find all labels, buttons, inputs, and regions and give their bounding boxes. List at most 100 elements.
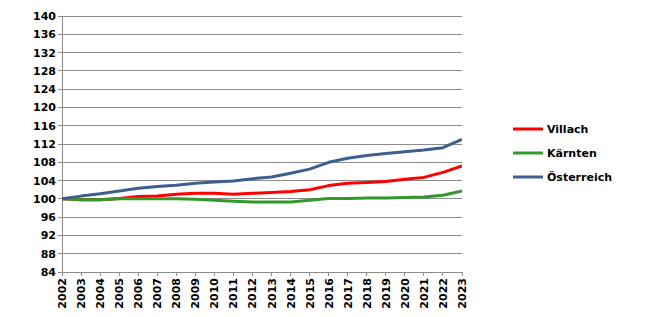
x-tick-label: 2013	[266, 278, 279, 309]
x-tick-label: 2006	[132, 278, 145, 309]
grid-line	[62, 253, 462, 254]
y-tick-label: 92	[41, 229, 56, 242]
y-tick	[58, 125, 62, 126]
series-line	[62, 139, 462, 198]
y-tick	[58, 272, 62, 273]
x-tick	[157, 272, 158, 276]
x-tick	[442, 272, 443, 276]
y-tick-label: 128	[33, 65, 56, 78]
x-tick	[328, 272, 329, 276]
y-tick-label: 88	[41, 248, 56, 261]
legend-swatch	[513, 128, 543, 131]
x-tick-label: 2002	[56, 278, 69, 309]
y-tick-label: 116	[33, 120, 56, 133]
legend-label: Villach	[547, 123, 588, 136]
y-tick	[58, 89, 62, 90]
grid-line	[62, 272, 462, 273]
chart: 8488929610010410811211612012412813213614…	[0, 0, 667, 317]
y-tick-label: 132	[33, 47, 56, 60]
x-tick	[347, 272, 348, 276]
grid-line	[62, 217, 462, 218]
y-tick-label: 104	[33, 175, 56, 188]
x-tick	[462, 272, 463, 276]
legend-label: Österreich	[547, 170, 612, 184]
x-tick	[309, 272, 310, 276]
x-tick-label: 2004	[94, 278, 107, 309]
grid-line	[62, 107, 462, 108]
grid-line	[62, 16, 462, 17]
grid-line	[62, 52, 462, 53]
y-tick	[58, 162, 62, 163]
y-tick	[58, 52, 62, 53]
x-tick-label: 2005	[113, 278, 126, 309]
x-tick	[290, 272, 291, 276]
y-tick	[58, 34, 62, 35]
x-tick	[271, 272, 272, 276]
x-tick-label: 2023	[456, 278, 469, 309]
y-tick	[58, 70, 62, 71]
x-tick	[366, 272, 367, 276]
x-tick-label: 2019	[380, 278, 393, 309]
y-tick-label: 120	[33, 101, 56, 114]
y-tick-label: 136	[33, 28, 56, 41]
grid-line	[62, 70, 462, 71]
x-tick	[195, 272, 196, 276]
grid-line	[62, 144, 462, 145]
y-tick	[58, 235, 62, 236]
x-tick	[385, 272, 386, 276]
y-grid: 8488929610010410811211612012412813213614…	[33, 10, 462, 279]
x-tick-label: 2014	[285, 278, 298, 309]
y-tick-label: 112	[33, 138, 56, 151]
x-tick-label: 2022	[437, 278, 450, 309]
y-tick	[58, 107, 62, 108]
x-tick	[214, 272, 215, 276]
x-tick	[119, 272, 120, 276]
x-tick	[423, 272, 424, 276]
x-tick-label: 2021	[418, 278, 431, 309]
x-tick-label: 2012	[246, 278, 259, 309]
legend: Villach Kärnten Österreich	[513, 123, 612, 184]
x-tick	[62, 272, 63, 276]
legend-swatch	[513, 152, 543, 155]
y-tick	[58, 180, 62, 181]
grid-line	[62, 34, 462, 35]
x-tick-label: 2008	[170, 278, 183, 309]
y-tick-label: 100	[33, 193, 56, 206]
y-tick	[58, 198, 62, 199]
y-tick-label: 84	[41, 266, 57, 279]
y-tick	[58, 217, 62, 218]
x-tick-label: 2007	[151, 278, 164, 309]
grid-line	[62, 89, 462, 90]
x-tick	[176, 272, 177, 276]
series-lines	[62, 139, 462, 202]
y-tick-label: 140	[33, 10, 56, 23]
x-tick-label: 2009	[189, 278, 202, 309]
x-tick-label: 2016	[323, 278, 336, 309]
x-ticks: 2002 2003 2004 2005 2006 2007 2008 2009 2010 2011…	[56, 272, 469, 309]
x-tick-label: 2011	[227, 278, 240, 309]
grid-line	[62, 125, 462, 126]
x-tick	[233, 272, 234, 276]
x-tick	[252, 272, 253, 276]
grid-line	[62, 235, 462, 236]
y-axis	[62, 16, 63, 272]
legend-label: Kärnten	[547, 147, 597, 160]
y-tick	[58, 144, 62, 145]
x-tick-label: 2015	[304, 278, 317, 309]
x-tick-label: 2020	[399, 278, 412, 309]
x-tick-label: 2017	[342, 278, 355, 309]
x-tick	[404, 272, 405, 276]
y-tick	[58, 253, 62, 254]
x-axis	[62, 272, 462, 273]
y-tick	[58, 16, 62, 17]
x-tick-label: 2010	[208, 278, 221, 309]
x-tick	[100, 272, 101, 276]
y-tick-label: 108	[33, 156, 56, 169]
series-line	[62, 191, 462, 202]
grid-line	[62, 162, 462, 163]
legend-swatch	[513, 176, 543, 179]
series-line	[62, 166, 462, 200]
x-tick-label: 2003	[75, 278, 88, 309]
y-tick-label: 96	[41, 211, 57, 224]
x-tick-label: 2018	[361, 278, 374, 309]
